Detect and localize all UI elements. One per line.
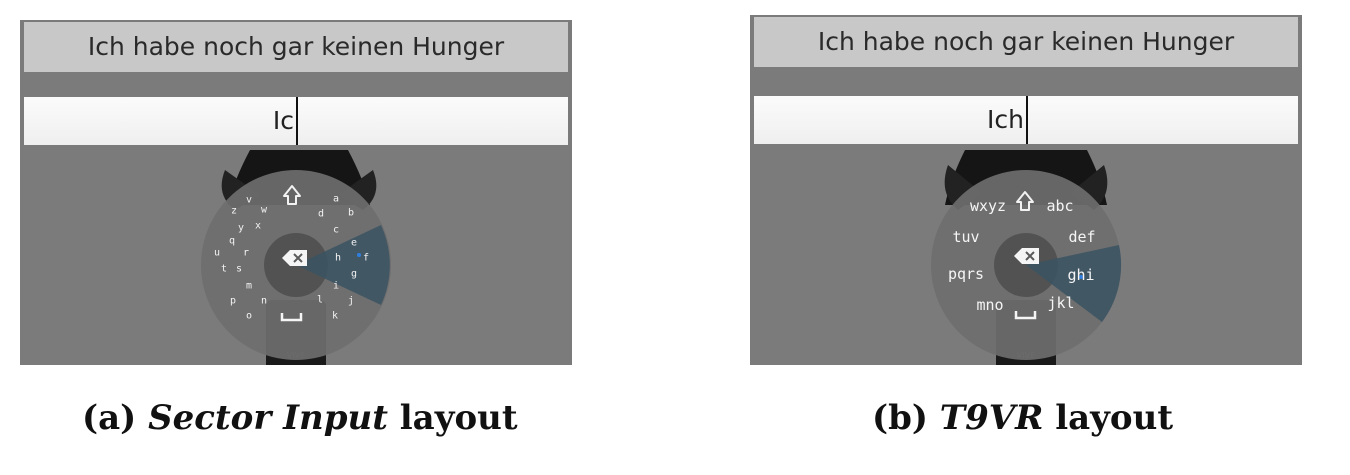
key-ghi[interactable]: ghi bbox=[1067, 266, 1095, 284]
text-caret bbox=[1026, 96, 1028, 144]
caption-b-prefix: (b) bbox=[872, 398, 928, 438]
key-tuv[interactable]: tuv bbox=[952, 228, 980, 246]
target-phrase: Ich habe noch gar keinen Hunger bbox=[754, 17, 1298, 67]
t9-keyboard: abc def ghi jkl mno pqrs tuv wxyz bbox=[750, 15, 1302, 365]
key-u[interactable]: u bbox=[213, 247, 221, 259]
space-icon[interactable] bbox=[280, 313, 303, 322]
target-phrase: Ich habe noch gar keinen Hunger bbox=[24, 22, 568, 72]
selected-sector[interactable] bbox=[296, 225, 390, 305]
caption-b-suffix: layout bbox=[1055, 398, 1174, 438]
key-jkl[interactable]: jkl bbox=[1047, 294, 1075, 312]
key-r[interactable]: r bbox=[242, 247, 250, 259]
key-n[interactable]: n bbox=[260, 295, 268, 307]
key-d[interactable]: d bbox=[317, 208, 325, 220]
key-pqrs[interactable]: pqrs bbox=[947, 265, 985, 283]
sector-keyboard: a b c d e f g h i j k l m n o p q r s t … bbox=[20, 20, 572, 365]
key-b[interactable]: b bbox=[347, 207, 355, 219]
key-z[interactable]: z bbox=[230, 205, 238, 217]
key-wxyz[interactable]: wxyz bbox=[969, 197, 1007, 215]
text-input-field[interactable]: Ich bbox=[754, 96, 1298, 144]
space-icon[interactable] bbox=[1014, 311, 1037, 320]
key-a[interactable]: a bbox=[332, 193, 340, 205]
key-s[interactable]: s bbox=[235, 263, 243, 275]
cursor-dot bbox=[357, 253, 361, 257]
key-j[interactable]: j bbox=[347, 295, 355, 307]
text-input-field[interactable]: Ic bbox=[24, 97, 568, 145]
key-c[interactable]: c bbox=[332, 224, 340, 236]
caption-b-emph: T9VR bbox=[939, 398, 1044, 438]
t9vr-screenshot: Ich habe noch gar keinen Hunger Ich VIVE… bbox=[750, 15, 1302, 365]
key-m[interactable]: m bbox=[245, 280, 253, 292]
caption-a-prefix: (a) bbox=[82, 398, 137, 438]
backspace-icon[interactable] bbox=[1014, 248, 1039, 264]
typed-text: Ic bbox=[272, 106, 294, 135]
key-e[interactable]: e bbox=[350, 237, 358, 249]
caption-a-suffix: layout bbox=[399, 398, 518, 438]
caption-a-emph: Sector Input bbox=[148, 398, 388, 438]
cursor-dot bbox=[1079, 275, 1083, 279]
shift-icon[interactable] bbox=[1016, 191, 1034, 211]
key-g[interactable]: g bbox=[350, 268, 358, 280]
key-mno[interactable]: mno bbox=[976, 296, 1004, 314]
key-p[interactable]: p bbox=[229, 295, 237, 307]
key-i[interactable]: i bbox=[332, 280, 340, 292]
key-x[interactable]: x bbox=[254, 220, 262, 232]
text-caret bbox=[296, 97, 298, 145]
key-y[interactable]: y bbox=[237, 222, 245, 234]
selected-sector[interactable] bbox=[1026, 245, 1122, 322]
vr-controller: VIVE bbox=[931, 150, 1122, 365]
key-h[interactable]: h bbox=[334, 252, 342, 264]
key-abc[interactable]: abc bbox=[1046, 197, 1074, 215]
key-l[interactable]: l bbox=[316, 294, 324, 306]
key-t[interactable]: t bbox=[220, 263, 228, 275]
caption-b: (b) T9VR layout bbox=[872, 398, 1173, 438]
sector-input-screenshot: Ich habe noch gar keinen Hunger Ic VIVE bbox=[20, 20, 572, 365]
key-v[interactable]: v bbox=[245, 194, 253, 206]
vr-controller: VIVE bbox=[201, 150, 391, 365]
key-w[interactable]: w bbox=[260, 204, 268, 216]
key-q[interactable]: q bbox=[228, 235, 236, 247]
key-k[interactable]: k bbox=[331, 310, 339, 322]
key-o[interactable]: o bbox=[245, 310, 253, 322]
key-f[interactable]: f bbox=[362, 252, 370, 264]
typed-text: Ich bbox=[987, 105, 1024, 134]
backspace-icon[interactable] bbox=[282, 250, 307, 266]
shift-icon[interactable] bbox=[283, 185, 301, 205]
key-def[interactable]: def bbox=[1068, 228, 1096, 246]
caption-a: (a) Sector Input layout bbox=[82, 398, 518, 438]
